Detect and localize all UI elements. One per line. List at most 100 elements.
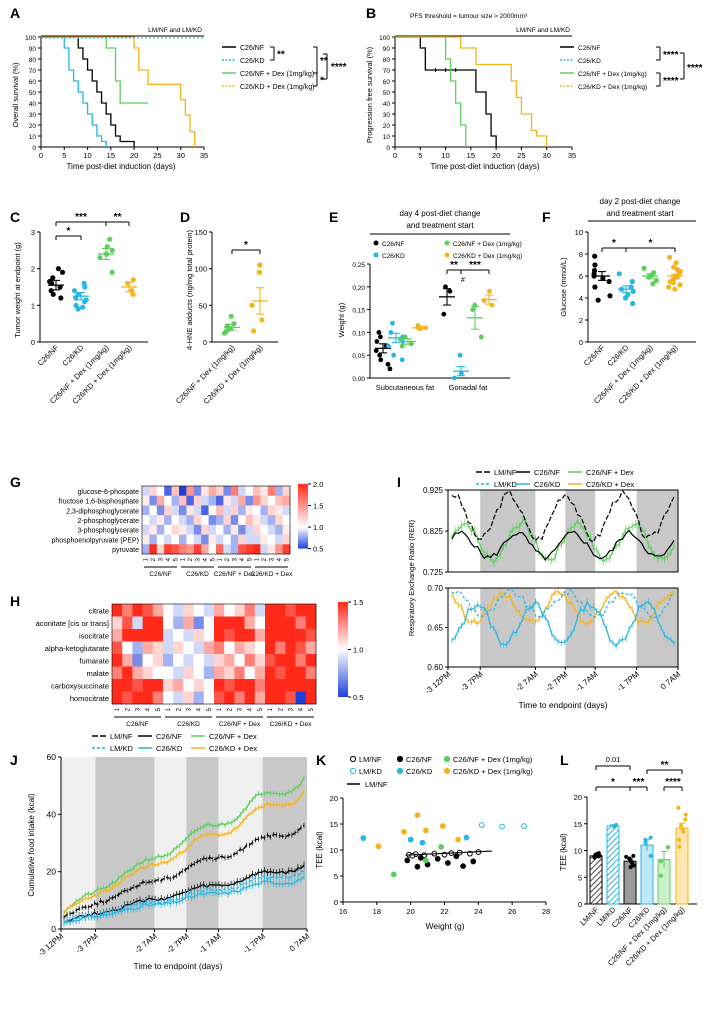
column-label: 2 bbox=[151, 557, 157, 561]
data-point bbox=[250, 328, 257, 334]
heatmap-cell bbox=[285, 604, 296, 617]
heatmap-cell bbox=[164, 495, 172, 506]
y-tick-label: 90 bbox=[29, 46, 37, 53]
heatmap-cell bbox=[179, 544, 187, 555]
heatmap-cell bbox=[260, 495, 269, 506]
series-lm-kd bbox=[451, 587, 675, 620]
heatmap-cell bbox=[285, 666, 296, 680]
heatmap-cell bbox=[112, 629, 123, 642]
heatmap-cell bbox=[216, 515, 224, 526]
heatmap-cell bbox=[245, 495, 254, 506]
heatmap-cell bbox=[112, 641, 123, 655]
group-label: C26/KD + Dex bbox=[270, 721, 312, 728]
heatmap-cell bbox=[267, 515, 276, 526]
data-point bbox=[665, 845, 670, 850]
stat-label: *** bbox=[75, 212, 87, 223]
legend-label: C26/KD bbox=[578, 58, 601, 65]
data-point bbox=[457, 352, 463, 358]
heatmap-cell bbox=[216, 486, 224, 497]
heatmap-cell bbox=[179, 515, 187, 526]
x-tick-label: 0 bbox=[39, 151, 43, 160]
row-label: alpha-ketoglutarate bbox=[45, 644, 109, 653]
bar bbox=[606, 825, 620, 905]
x-tick-label: 26 bbox=[508, 907, 516, 916]
heatmap-cell bbox=[265, 641, 276, 655]
heatmap-cell bbox=[224, 691, 235, 705]
data-point bbox=[388, 330, 394, 335]
column-label: 1 bbox=[115, 707, 121, 711]
heatmap-cell bbox=[305, 604, 317, 617]
y-tick-label: 80 bbox=[383, 57, 391, 64]
data-point bbox=[409, 852, 416, 859]
legend-label: C26/KD bbox=[240, 58, 265, 65]
data-point bbox=[631, 853, 636, 858]
y-tick-label: 50 bbox=[29, 90, 37, 97]
legend-label: LM/NF bbox=[494, 468, 517, 477]
dark-phase-band bbox=[95, 757, 155, 929]
legend-label: LM/KD bbox=[494, 480, 518, 489]
heatmap-cell bbox=[156, 495, 165, 506]
heatmap-cell bbox=[149, 544, 158, 555]
x-tick-label: 5 bbox=[418, 151, 422, 160]
legend-marker bbox=[349, 755, 357, 763]
heatmap-cell bbox=[142, 495, 150, 506]
data-point bbox=[378, 334, 383, 340]
row-label: malate bbox=[86, 669, 109, 678]
heatmap-cell bbox=[186, 515, 195, 526]
y-tick-label: 2 bbox=[31, 265, 35, 274]
heatmap-cell bbox=[275, 641, 286, 655]
group-label: C26/KD bbox=[186, 571, 209, 578]
heatmap-cell bbox=[208, 544, 217, 555]
heatmap-cell bbox=[186, 544, 195, 555]
stat-label: ** bbox=[320, 56, 328, 67]
data-point bbox=[50, 275, 56, 281]
y-tick-label: 100 bbox=[194, 265, 207, 274]
heatmap-cell bbox=[275, 604, 286, 617]
heatmap-cell bbox=[254, 604, 266, 617]
heatmap-cell bbox=[203, 641, 215, 655]
row-label: carboxysuccinate bbox=[51, 681, 109, 690]
data-point bbox=[463, 834, 470, 841]
y-axis-title: TEE (kcal) bbox=[559, 833, 568, 871]
row-label: aconitate [cis or trans] bbox=[36, 619, 109, 628]
heatmap-cell bbox=[163, 604, 174, 617]
data-point bbox=[606, 278, 612, 285]
x-tick-label: 25 bbox=[153, 151, 161, 160]
stat-label: * bbox=[612, 238, 616, 249]
heatmap-cell bbox=[295, 654, 307, 667]
heatmap-cell bbox=[142, 524, 150, 535]
heatmap-cell bbox=[186, 505, 195, 516]
heatmap-cell bbox=[183, 641, 194, 655]
heatmap-cell bbox=[122, 641, 133, 655]
x-tick-label: -1 7AM bbox=[574, 669, 600, 693]
y-axis-title: 4-HNE adducts (ng/mg total protein) bbox=[185, 229, 194, 350]
y-tick-label: 1 bbox=[31, 301, 35, 310]
row-label: isocitrate bbox=[79, 631, 109, 640]
y-tick-label: 20 bbox=[29, 123, 37, 130]
data-point bbox=[374, 339, 380, 344]
dark-phase-band bbox=[480, 588, 536, 667]
heatmap-cell bbox=[203, 654, 215, 667]
y-tick-label: 0,25 bbox=[352, 262, 365, 269]
heatmap-cell bbox=[253, 534, 261, 545]
data-point bbox=[489, 302, 495, 308]
heatmap-cell bbox=[156, 544, 165, 555]
heatmap-cell bbox=[244, 616, 256, 630]
stat-label: ** bbox=[277, 50, 285, 61]
legend-label: C26/KD + Dex (1mg/kg) bbox=[240, 84, 315, 91]
x-tick-label: -3 7PM bbox=[74, 931, 100, 955]
legend-marker bbox=[443, 755, 451, 763]
y-axis-title: Respiratory Exchange Ratio (RER) bbox=[407, 519, 416, 636]
legend-label: C26/KD bbox=[406, 767, 433, 776]
heatmap-cell bbox=[201, 505, 209, 516]
heatmap-cell bbox=[295, 604, 307, 617]
panel-A: 0 10 20 30 40 50 60 70 80 90 100 0 5 10 15 20 25 30 35 Time… bbox=[11, 27, 347, 171]
heatmap-cell bbox=[275, 524, 283, 535]
group-label: C26/NF bbox=[126, 721, 148, 728]
heatmap-cell bbox=[173, 666, 184, 680]
heatmap-cell bbox=[234, 616, 245, 630]
data-point bbox=[643, 837, 648, 842]
x-tick-label: 22 bbox=[440, 907, 448, 916]
data-point bbox=[107, 236, 113, 242]
